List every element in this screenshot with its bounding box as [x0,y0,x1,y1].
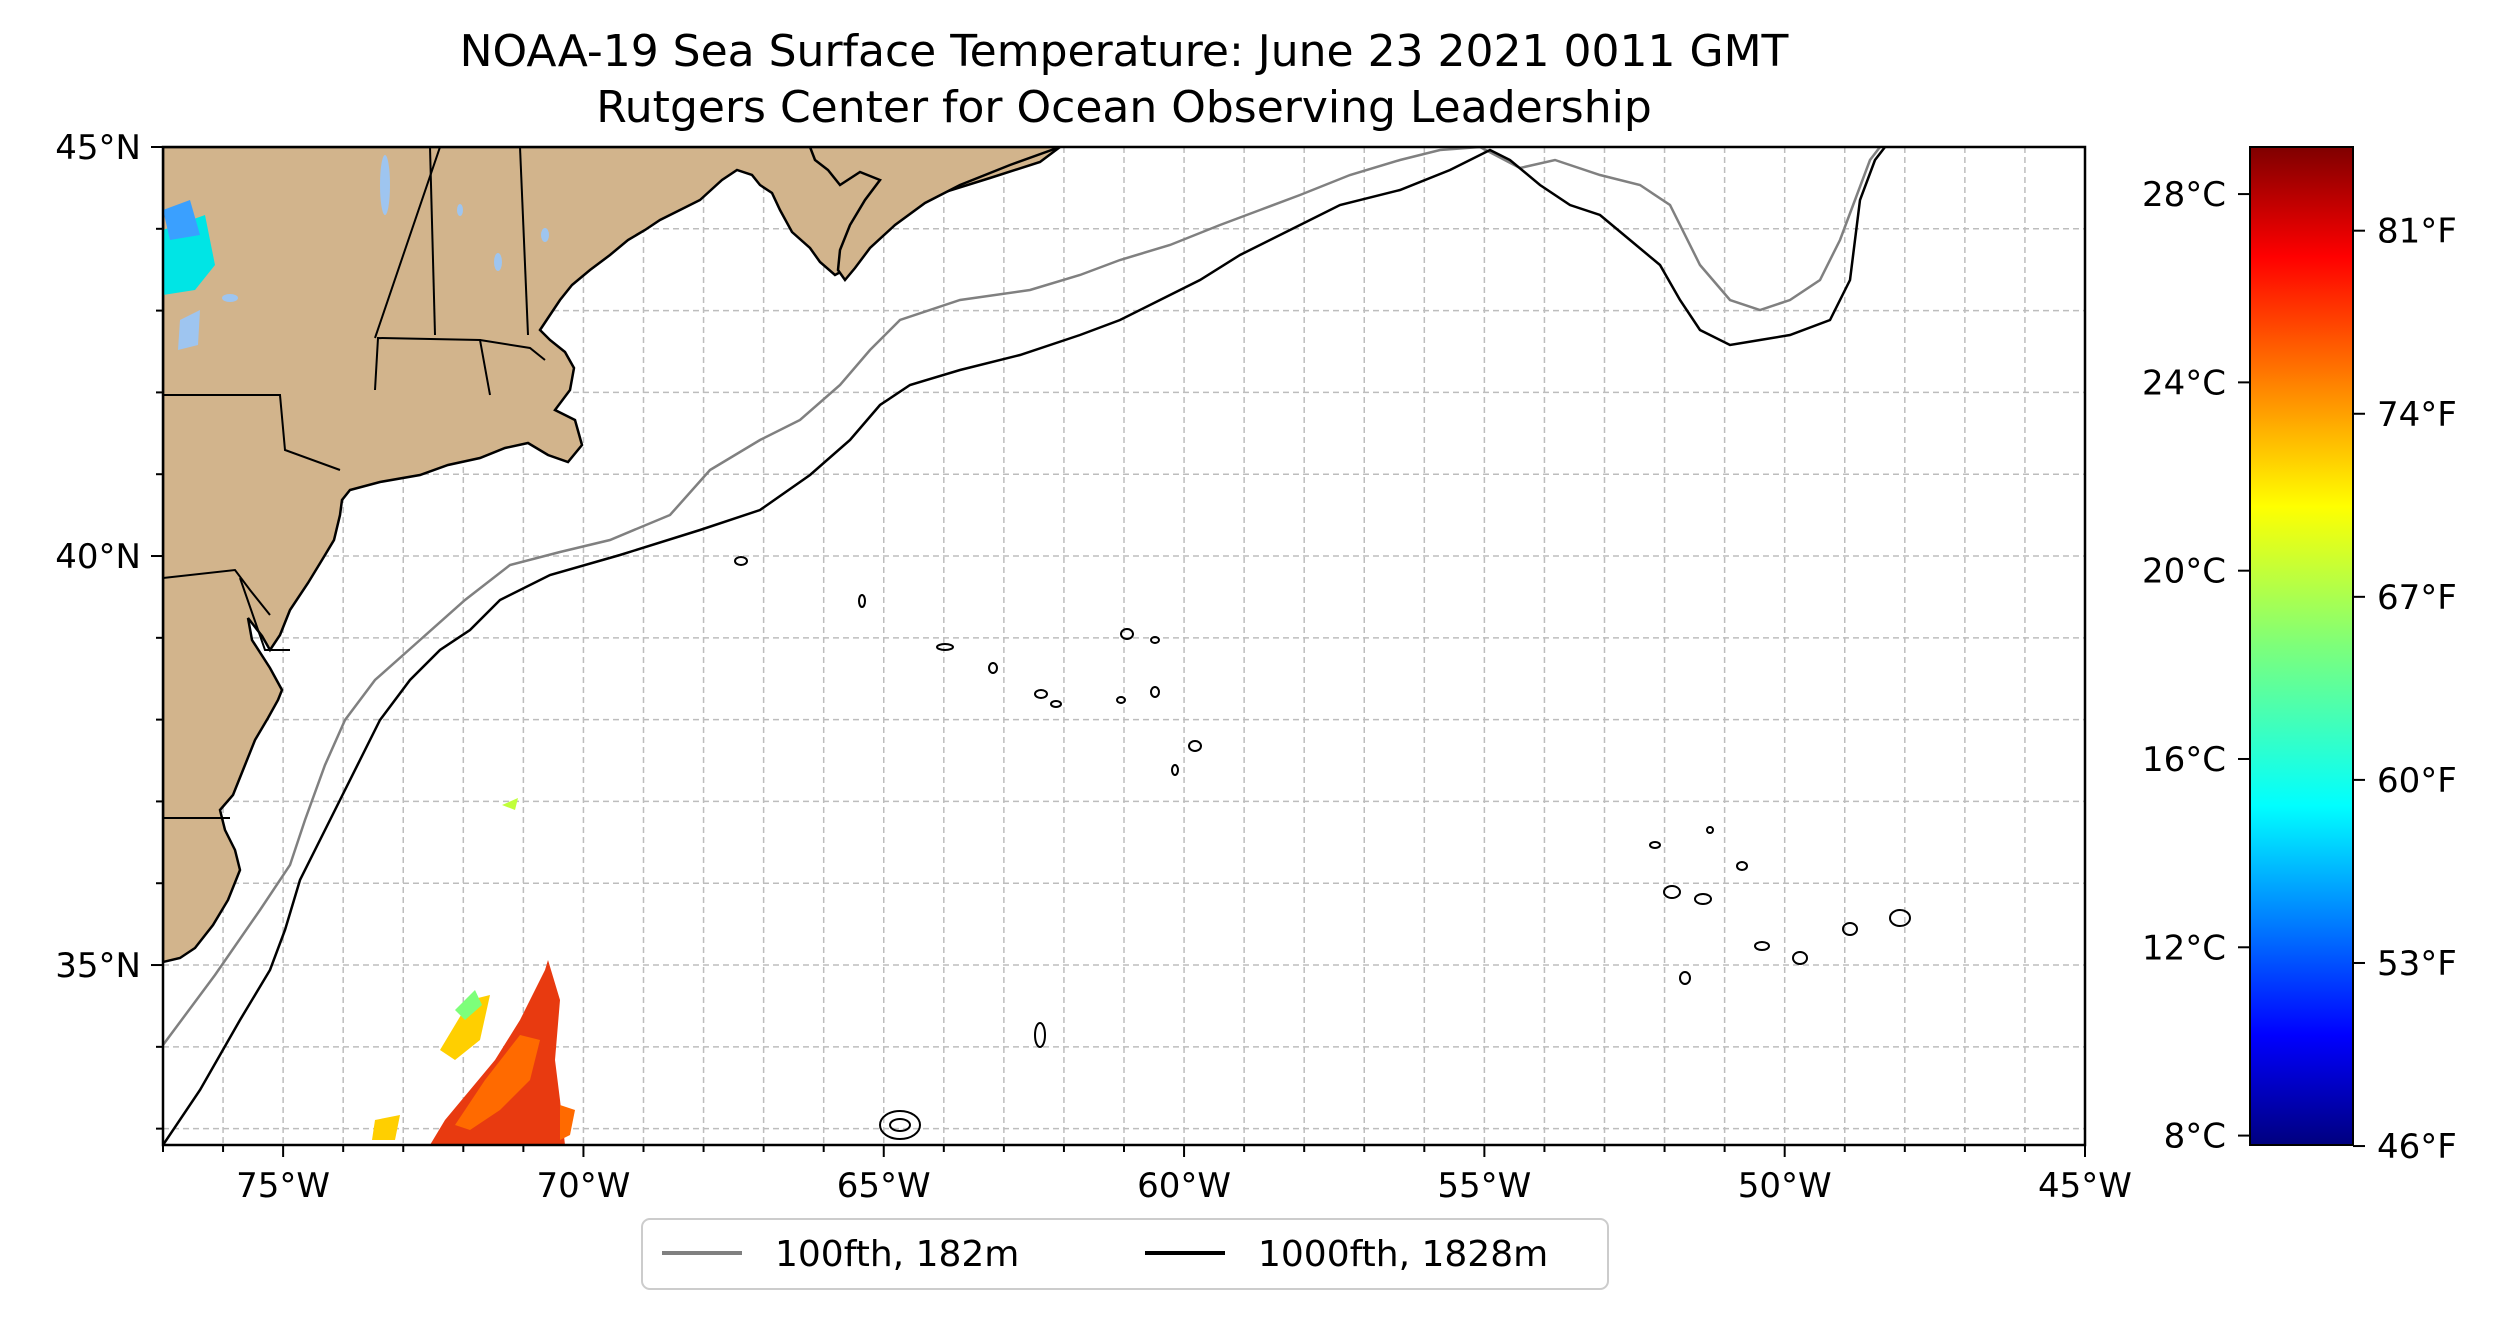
seamount-contours [734,556,1911,1140]
map-axes: 75°W 70°W 65°W 60°W 55°W 50°W 45°W 45°N 40°N 35°N [55,128,2132,1206]
lon-tick-label: 60°W [1137,1166,1231,1206]
fahrenheit-tick-label: 67°F [2377,578,2457,618]
lon-tick-label: 55°W [1437,1166,1531,1206]
temperature-colorbar: 28°C 24°C 20°C 16°C 12°C 8°C 81°F 74°F 67°F 60°F 5… [2142,146,2457,1167]
celsius-tick-label: 24°C [2142,363,2226,403]
lon-tick-label: 75°W [236,1166,330,1206]
lon-tick-label: 70°W [536,1166,630,1206]
fahrenheit-tick-label: 53°F [2377,944,2457,984]
fahrenheit-tick-label: 81°F [2377,212,2457,252]
state-borders [163,147,546,819]
legend-label-1000fth: 1000fth, 1828m [1258,1234,1548,1275]
lon-tick-label: 50°W [1738,1166,1832,1206]
lon-tick-label: 45°W [2038,1166,2132,1206]
celsius-tick-label: 8°C [2164,1117,2226,1157]
celsius-tick-label: 16°C [2142,740,2226,780]
sst-data-patches [163,200,575,1145]
lon-tick-label: 65°W [837,1166,931,1206]
legend-box [641,1218,1609,1290]
contour-1000fth [163,147,1886,1145]
contour-legend: 100fth, 182m 1000fth, 1828m [641,1218,1609,1290]
celsius-tick-label: 12°C [2142,928,2226,968]
fahrenheit-tick-label: 74°F [2377,395,2457,435]
land-nova-scotia [808,147,1061,283]
lat-tick-label: 40°N [55,537,141,577]
celsius-tick-label: 28°C [2142,175,2226,215]
contour-100fth [163,147,1881,1046]
legend-label-100fth: 100fth, 182m [775,1234,1019,1275]
land-north-america [163,147,1063,964]
fahrenheit-tick-label: 60°F [2377,761,2457,801]
lat-tick-label: 45°N [55,128,141,168]
map-title-line2: Rutgers Center for Ocean Observing Leade… [596,82,1652,133]
colorbar-gradient [2249,146,2354,1146]
fahrenheit-tick-label: 46°F [2377,1127,2457,1167]
map-panel: 75°W 70°W 65°W 60°W 55°W 50°W 45°W 45°N 40°N 35°N [55,128,2132,1206]
lat-tick-label: 35°N [55,946,141,986]
celsius-tick-label: 20°C [2142,552,2226,592]
map-title-line1: NOAA-19 Sea Surface Temperature: June 23… [460,26,1789,77]
colorbar-ticks: 28°C 24°C 20°C 16°C 12°C 8°C 81°F 74°F 67°F 60°F 5… [2142,175,2457,1167]
inland-lakes [222,155,549,302]
